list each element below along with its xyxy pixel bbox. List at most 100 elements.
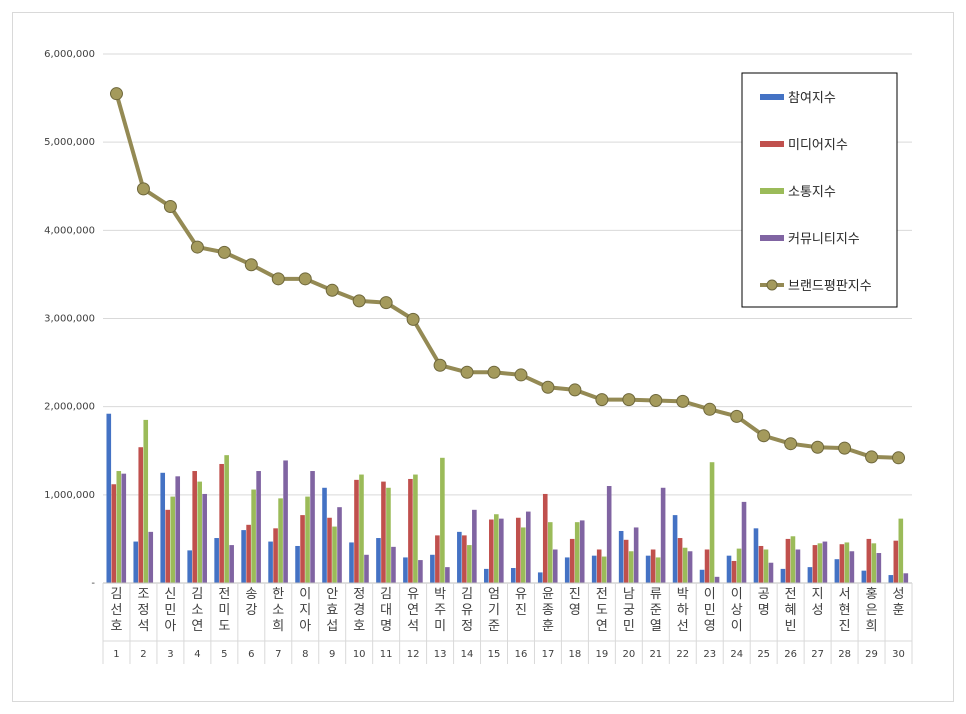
- line-point: [514, 368, 528, 382]
- bar: [817, 543, 823, 583]
- bar: [623, 539, 629, 583]
- bar: [888, 575, 894, 583]
- bar: [731, 560, 737, 583]
- y-tick-label: 2,000,000: [44, 402, 95, 413]
- bar: [709, 462, 715, 583]
- category-label-char: 소: [191, 603, 203, 618]
- bar: [499, 518, 504, 583]
- bar: [768, 562, 774, 583]
- category-label-char: 선: [110, 603, 122, 618]
- line-point: [595, 393, 609, 407]
- bar: [295, 545, 300, 583]
- line-point: [217, 245, 231, 259]
- bar: [574, 522, 580, 583]
- category-label-char: 희: [866, 619, 878, 634]
- line-point: [487, 365, 501, 379]
- category-label-char: 이: [299, 587, 311, 602]
- bar: [520, 527, 526, 583]
- y-tick-label: 1,000,000: [44, 490, 95, 501]
- rank-label: 4: [194, 649, 200, 660]
- category-label-char: 명: [758, 603, 770, 618]
- y-tick-label: 6,000,000: [44, 49, 95, 60]
- rank-label: 19: [596, 649, 609, 660]
- rank-label: 26: [784, 649, 797, 660]
- y-tick-label: 4,000,000: [44, 225, 95, 236]
- bars: [106, 413, 909, 583]
- category-label-char: 준: [650, 603, 662, 618]
- y-tick-label: 3,000,000: [44, 314, 95, 325]
- category-label-char: 연: [191, 619, 203, 634]
- line-point: [541, 380, 555, 394]
- line-point: [784, 437, 798, 451]
- rank-label: 16: [515, 649, 528, 660]
- category-label-char: 명: [380, 619, 392, 634]
- line-point: [730, 409, 744, 423]
- category-label-char: 영: [569, 603, 581, 618]
- category-label-char: 이: [704, 587, 716, 602]
- category-label-char: 김: [380, 587, 392, 602]
- category-label-char: 열: [650, 619, 662, 634]
- bar: [359, 474, 364, 583]
- rank-label: 5: [221, 649, 227, 660]
- bar: [645, 555, 651, 583]
- bar: [111, 484, 117, 583]
- bar: [677, 538, 683, 583]
- category-label-char: 민: [623, 619, 635, 634]
- bar: [876, 553, 882, 583]
- bar: [655, 557, 661, 583]
- category-label-char: 호: [110, 619, 122, 634]
- bar: [714, 576, 720, 583]
- bar: [699, 569, 705, 583]
- bar: [633, 527, 639, 583]
- line-point: [298, 272, 312, 286]
- line-point: [433, 358, 447, 372]
- bar: [268, 541, 273, 583]
- rank-label: 17: [542, 649, 555, 660]
- bar: [224, 455, 229, 583]
- line-point: [379, 296, 393, 310]
- bar: [591, 555, 597, 583]
- line-point: [676, 394, 690, 408]
- bar: [445, 567, 450, 583]
- bar: [430, 554, 435, 583]
- bar: [785, 538, 791, 583]
- rank-label: 7: [275, 649, 281, 660]
- bar: [148, 531, 154, 583]
- category-label-char: 김: [191, 587, 203, 602]
- bar: [596, 549, 602, 583]
- bar: [672, 515, 678, 583]
- category-label-char: 준: [488, 619, 500, 634]
- bar: [844, 542, 850, 583]
- category-label-char: 미: [218, 603, 230, 618]
- bar: [569, 538, 575, 583]
- category-label-char: 이: [731, 587, 743, 602]
- bar: [197, 481, 202, 583]
- rank-label: 1: [113, 649, 119, 660]
- category-label-char: 조: [137, 587, 149, 602]
- category-label-char: 홍: [866, 587, 878, 602]
- y-tick-label: 5,000,000: [44, 137, 95, 148]
- category-label-char: 진: [515, 603, 527, 618]
- bar: [246, 524, 251, 583]
- bar: [726, 555, 732, 583]
- y-axis: - 1,000,000 2,000,000 3,000,000 4,000,000 5,0…: [44, 49, 95, 589]
- bar: [542, 493, 548, 583]
- category-label-char: 훈: [893, 603, 905, 618]
- bar: [871, 543, 877, 583]
- bar: [484, 568, 489, 583]
- bar: [849, 551, 855, 583]
- category-label-char: 경: [353, 603, 365, 618]
- bar: [219, 463, 224, 583]
- bar: [510, 568, 516, 583]
- category-label-char: 호: [353, 619, 365, 634]
- category-label-char: 아: [299, 619, 311, 634]
